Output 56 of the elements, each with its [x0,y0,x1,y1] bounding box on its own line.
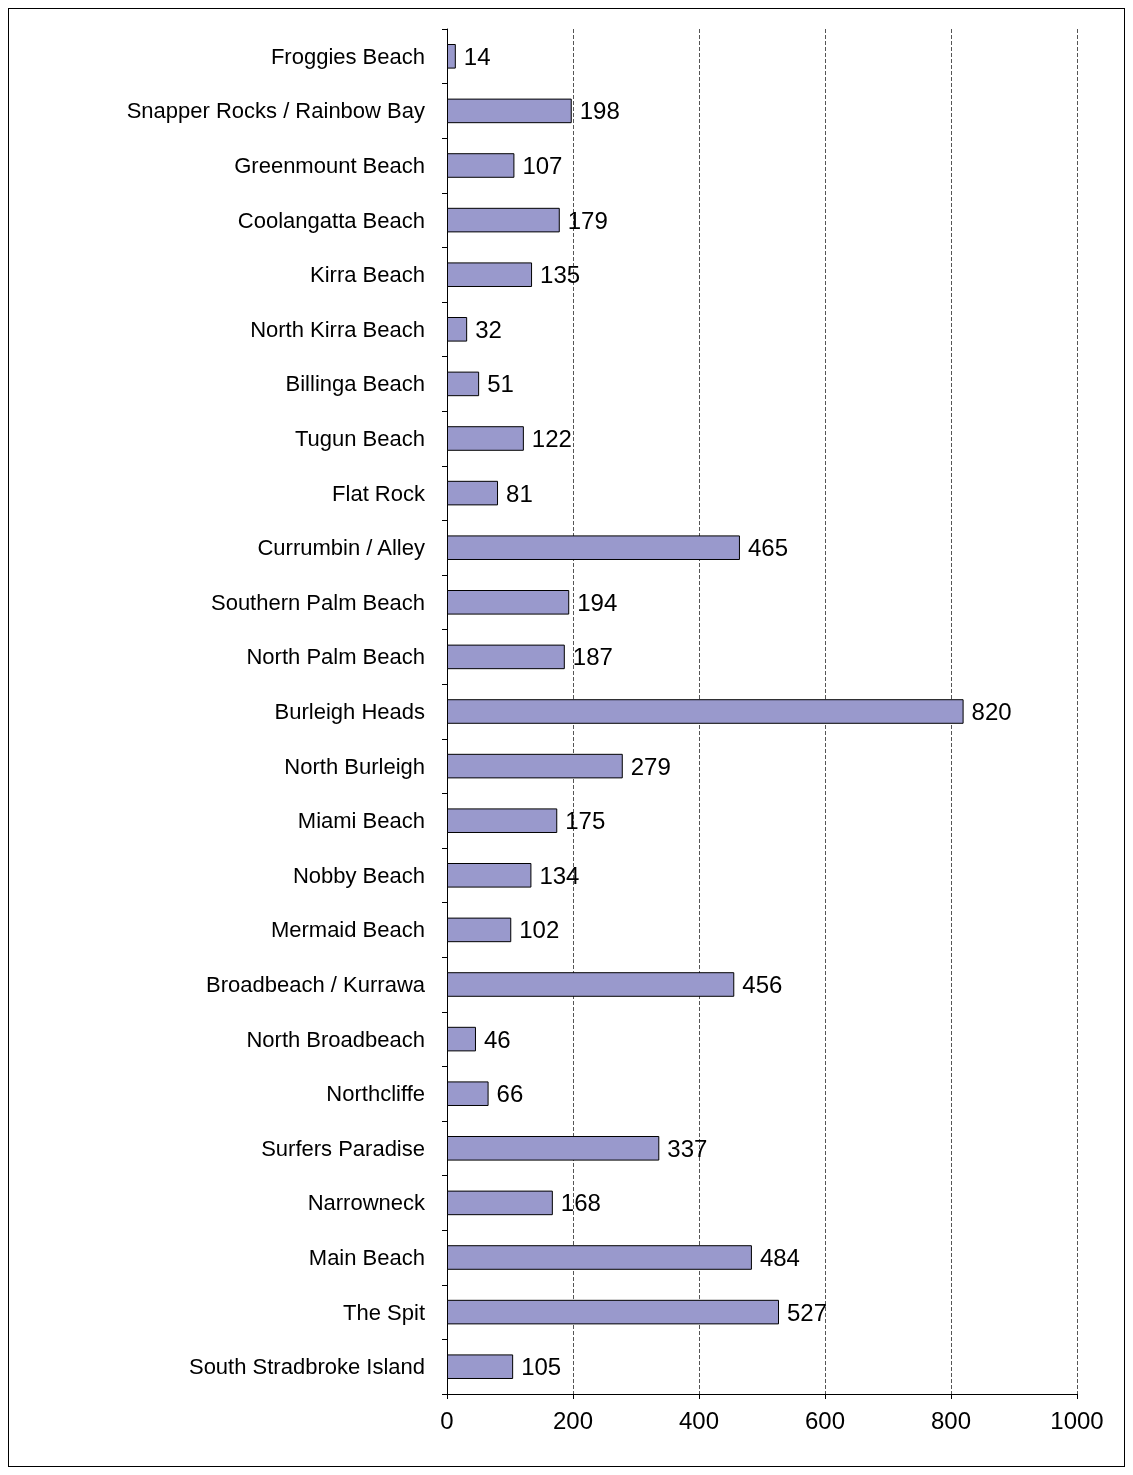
y-tick-label: The Spit [343,1299,425,1325]
y-tick-label: North Kirra Beach [250,316,425,342]
y-tick-label: Coolangatta Beach [237,207,425,233]
y-tick-label: Narrowneck [307,1190,426,1216]
x-tick-label: 0 [440,1406,454,1434]
y-tick-label: Broadbeach / Kurrawa [206,972,426,997]
data-label: 820 [971,698,1012,725]
y-tick-label: Flat Rock [332,480,426,506]
x-tick-label: 1000 [1050,1406,1104,1434]
y-tick-label: Mermaid Beach [270,917,425,943]
y-tick-label: Greenmount Beach [234,153,425,178]
data-label: 81 [506,479,533,507]
y-tick-label: Southern Palm Beach [210,589,425,615]
data-label: 337 [667,1134,708,1162]
y-tick-label: Burleigh Heads [274,699,425,724]
data-label: 194 [577,588,618,616]
y-tick-label: Surfers Paradise [261,1135,425,1161]
data-label: 66 [496,1080,524,1108]
data-label: 14 [463,42,491,70]
y-tick-label: South Stradbroke Island [188,1354,425,1380]
y-tick-label: Froggies Beach [270,43,425,69]
x-tick-label: 800 [930,1406,972,1434]
data-label: 175 [565,807,606,835]
y-tick-label: Northcliffe [326,1081,425,1107]
data-label: 51 [487,370,514,398]
data-label: 105 [521,1353,562,1381]
data-label: 187 [572,643,613,671]
data-label: 456 [742,971,783,998]
y-tick-label: Currumbin / Alley [257,535,425,561]
data-label: 134 [539,861,580,889]
y-tick-label: North Burleigh [284,753,425,779]
data-label: 168 [560,1189,601,1217]
x-tick-label: 600 [804,1406,846,1434]
y-tick-label: Tugun Beach [294,426,425,451]
y-tick-label: Main Beach [308,1245,425,1270]
data-label: 32 [475,315,502,343]
data-label: 46 [483,1025,511,1053]
data-label: 465 [747,534,788,562]
x-tick-label: 400 [678,1406,720,1434]
y-tick-label: Nobby Beach [292,862,425,888]
y-tick-label: Miami Beach [297,808,425,834]
data-label: 135 [540,261,581,289]
data-label: 198 [579,97,620,125]
y-tick-label: Snapper Rocks / Rainbow Bay [126,98,425,124]
data-label: 527 [787,1298,828,1326]
y-tick-label: Kirra Beach [310,262,425,288]
x-tick-label: 200 [552,1406,594,1434]
y-tick-label: North Palm Beach [246,644,425,670]
data-label: 102 [519,916,560,944]
data-label: 179 [567,206,608,234]
data-label: 279 [630,752,671,780]
y-tick-label: Billinga Beach [285,371,425,397]
data-label: 107 [522,152,563,179]
data-label: 122 [531,425,572,452]
y-tick-label: North Broadbeach [246,1026,425,1052]
data-label: 484 [759,1244,800,1271]
